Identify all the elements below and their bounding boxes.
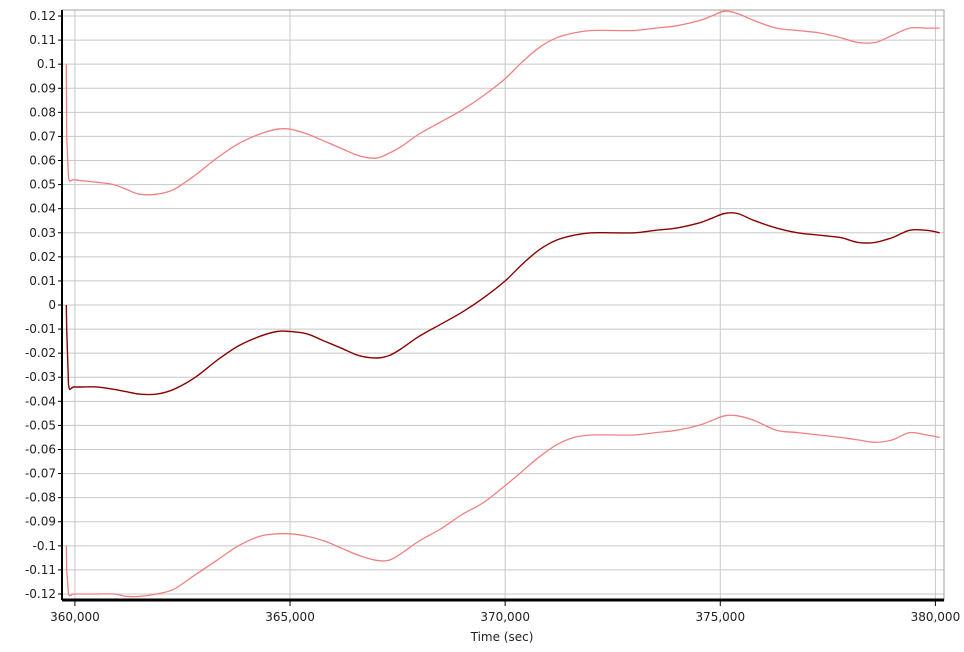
series-line-2 [65, 212, 940, 396]
x-tick-label: 360,000 [50, 610, 100, 624]
y-tick-label: -0.12 [25, 587, 56, 601]
y-tick-label: 0.09 [29, 81, 56, 95]
y-tick-label: 0.04 [29, 202, 56, 216]
y-tick-label: 0.07 [29, 129, 56, 143]
x-tick-labels: 360,000 365,000 370,000 375,000 380,000 [50, 610, 960, 624]
y-tick-label: 0.08 [29, 105, 56, 119]
series-line-3 [65, 414, 940, 598]
y-tick-label: 0.02 [29, 250, 56, 264]
x-tick-label: 380,000 [911, 610, 961, 624]
y-tick-label: 0.1 [37, 57, 56, 71]
y-tick-label: -0.08 [25, 491, 56, 505]
y-tick-label: -0.03 [25, 370, 56, 384]
x-tick-label: 365,000 [265, 610, 315, 624]
y-tick-label: -0.01 [25, 322, 56, 336]
y-tick-labels: 0.12 0.11 0.1 0.09 0.08 0.07 0.06 0.05 0.04 0.03 0… [25, 9, 56, 601]
y-tick-label: -0.09 [25, 515, 56, 529]
axes [58, 9, 945, 606]
y-tick-label: -0.04 [25, 394, 56, 408]
y-tick-label: 0.11 [29, 33, 56, 47]
series-line-1 [65, 10, 940, 196]
series-group [65, 10, 940, 598]
y-tick-label: 0.06 [29, 154, 56, 168]
y-tick-label: 0.05 [29, 178, 56, 192]
y-tick-label: -0.11 [25, 563, 56, 577]
y-tick-label: -0.1 [33, 539, 56, 553]
x-axis-title: Time (sec) [470, 630, 534, 644]
y-tick-label: 0.03 [29, 226, 56, 240]
x-tick-label: 370,000 [480, 610, 530, 624]
y-tick-label: 0 [48, 298, 56, 312]
y-tick-label: 0.12 [29, 9, 56, 23]
y-tick-label: -0.07 [25, 467, 56, 481]
y-tick-label: -0.02 [25, 346, 56, 360]
grid [62, 10, 944, 600]
x-tick-label: 375,000 [695, 610, 745, 624]
y-tick-label: -0.05 [25, 418, 56, 432]
y-tick-label: 0.01 [29, 274, 56, 288]
y-tick-label: -0.06 [25, 442, 56, 456]
